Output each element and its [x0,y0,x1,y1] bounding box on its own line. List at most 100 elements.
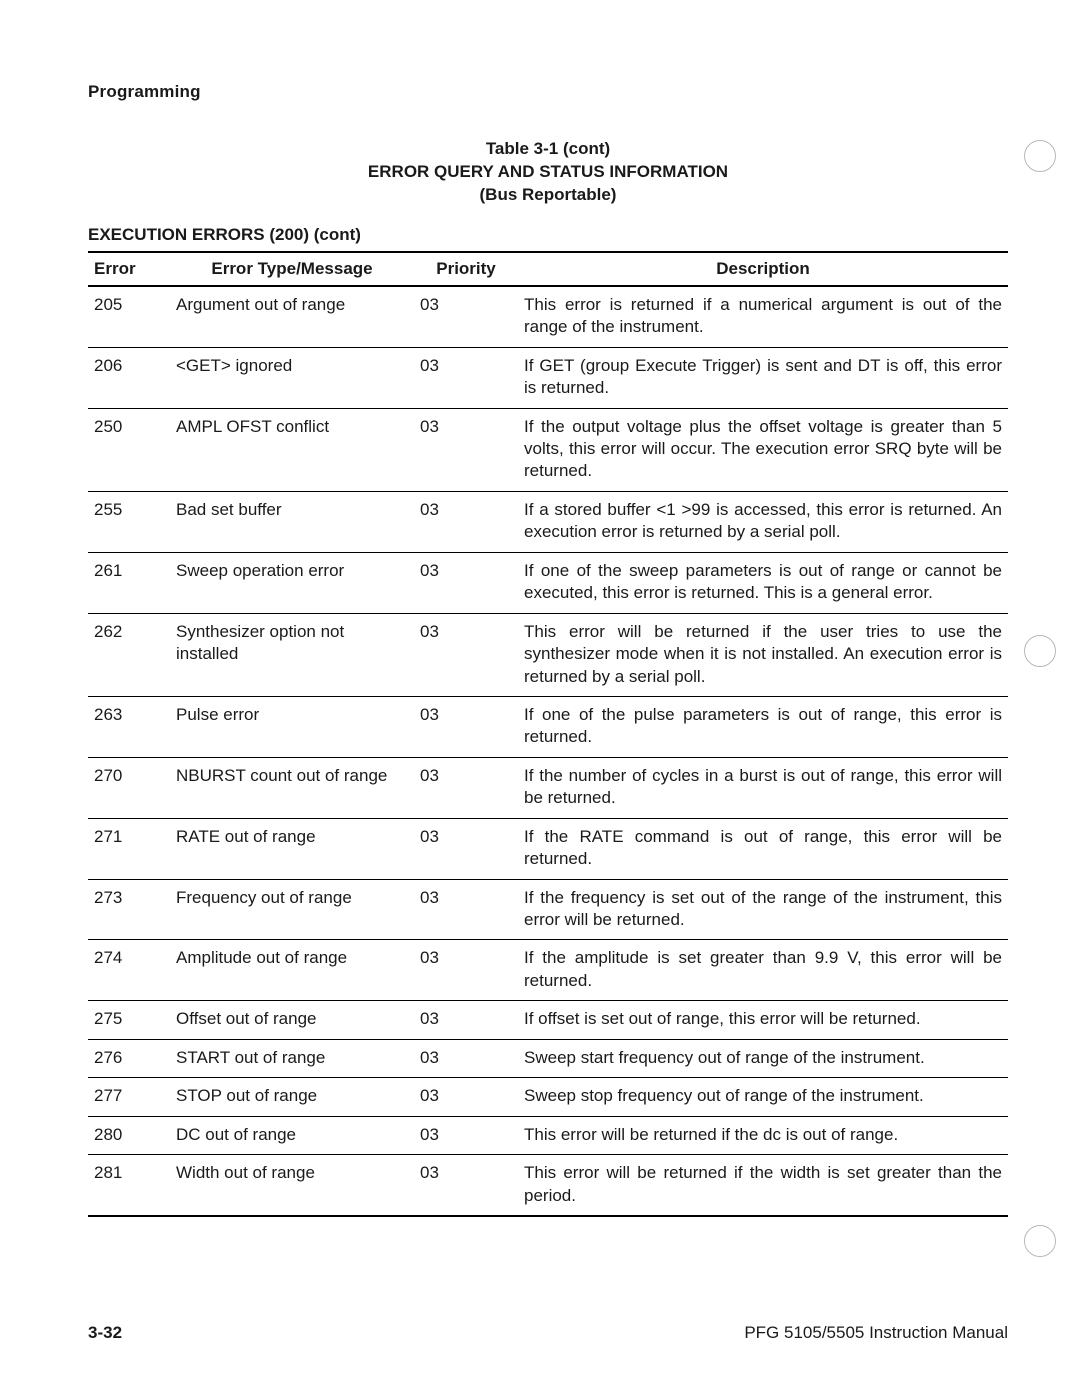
cell-priority: 03 [414,818,518,879]
table-row: 281Width out of range03This error will b… [88,1155,1008,1216]
table-row: 274Amplitude out of range03If the amplit… [88,940,1008,1001]
cell-error-code: 261 [88,552,170,613]
table-row: 205Argument out of range03This error is … [88,286,1008,347]
cell-error-type: STOP out of range [170,1078,414,1116]
cell-priority: 03 [414,1001,518,1039]
cell-description: If the amplitude is set greater than 9.9… [518,940,1008,1001]
cell-error-type: AMPL OFST conflict [170,408,414,491]
cell-priority: 03 [414,1078,518,1116]
table-row: 277STOP out of range03Sweep stop frequen… [88,1078,1008,1116]
cell-priority: 03 [414,347,518,408]
cell-error-type: Sweep operation error [170,552,414,613]
binder-hole-mid [1024,635,1056,667]
table-row: 280DC out of range03This error will be r… [88,1116,1008,1154]
cell-error-code: 281 [88,1155,170,1216]
footer-page-number: 3-32 [88,1323,122,1343]
cell-error-code: 262 [88,613,170,696]
cell-description: If offset is set out of range, this erro… [518,1001,1008,1039]
cell-error-code: 205 [88,286,170,347]
table-body: 205Argument out of range03This error is … [88,286,1008,1216]
cell-error-type: Bad set buffer [170,491,414,552]
cell-description: If one of the pulse parameters is out of… [518,696,1008,757]
table-row: 261Sweep operation error03If one of the … [88,552,1008,613]
table-row: 275Offset out of range03If offset is set… [88,1001,1008,1039]
cell-priority: 03 [414,491,518,552]
cell-error-code: 277 [88,1078,170,1116]
binder-hole-bottom [1024,1225,1056,1257]
cell-description: If the number of cycles in a burst is ou… [518,757,1008,818]
cell-priority: 03 [414,1039,518,1077]
caption-line-1: Table 3-1 (cont) [486,139,610,158]
binder-hole-top [1024,140,1056,172]
cell-description: If the frequency is set out of the range… [518,879,1008,940]
cell-error-type: DC out of range [170,1116,414,1154]
cell-error-type: Width out of range [170,1155,414,1216]
table-row: 270NBURST count out of range03If the num… [88,757,1008,818]
cell-error-code: 273 [88,879,170,940]
table-row: 271RATE out of range03If the RATE comman… [88,818,1008,879]
cell-priority: 03 [414,1116,518,1154]
caption-line-2: ERROR QUERY AND STATUS INFORMATION [368,162,728,181]
table-row: 276START out of range03Sweep start frequ… [88,1039,1008,1077]
table-row: 273Frequency out of range03If the freque… [88,879,1008,940]
cell-description: If the RATE command is out of range, thi… [518,818,1008,879]
cell-priority: 03 [414,757,518,818]
cell-error-code: 271 [88,818,170,879]
cell-description: This error is returned if a numerical ar… [518,286,1008,347]
cell-error-type: Amplitude out of range [170,940,414,1001]
section-header: Programming [88,82,1008,102]
cell-error-type: NBURST count out of range [170,757,414,818]
cell-error-type: Synthesizer option not installed [170,613,414,696]
subsection-header: EXECUTION ERRORS (200) (cont) [88,225,1008,245]
cell-priority: 03 [414,552,518,613]
cell-description: If the output voltage plus the offset vo… [518,408,1008,491]
cell-description: This error will be returned if the user … [518,613,1008,696]
cell-description: Sweep stop frequency out of range of the… [518,1078,1008,1116]
table-row: 206<GET> ignored03If GET (group Execute … [88,347,1008,408]
cell-error-type: Argument out of range [170,286,414,347]
cell-priority: 03 [414,879,518,940]
cell-description: This error will be returned if the dc is… [518,1116,1008,1154]
cell-description: If one of the sweep parameters is out of… [518,552,1008,613]
cell-error-code: 255 [88,491,170,552]
cell-description: If GET (group Execute Trigger) is sent a… [518,347,1008,408]
cell-error-type: Frequency out of range [170,879,414,940]
cell-description: If a stored buffer <1 >99 is accessed, t… [518,491,1008,552]
cell-error-type: RATE out of range [170,818,414,879]
cell-priority: 03 [414,696,518,757]
cell-error-code: 250 [88,408,170,491]
footer-manual-title: PFG 5105/5505 Instruction Manual [744,1323,1008,1343]
table-row: 262Synthesizer option not installed03Thi… [88,613,1008,696]
cell-priority: 03 [414,940,518,1001]
cell-priority: 03 [414,613,518,696]
page-footer: 3-32 PFG 5105/5505 Instruction Manual [88,1323,1008,1343]
cell-error-code: 206 [88,347,170,408]
caption-line-3: (Bus Reportable) [480,185,617,204]
col-header-type: Error Type/Message [170,252,414,286]
cell-priority: 03 [414,1155,518,1216]
cell-error-code: 275 [88,1001,170,1039]
error-table: Error Error Type/Message Priority Descri… [88,251,1008,1217]
cell-error-code: 270 [88,757,170,818]
cell-error-code: 280 [88,1116,170,1154]
document-page: Programming Table 3-1 (cont) ERROR QUERY… [0,0,1080,1397]
cell-error-code: 263 [88,696,170,757]
cell-description: This error will be returned if the width… [518,1155,1008,1216]
table-caption: Table 3-1 (cont) ERROR QUERY AND STATUS … [88,138,1008,207]
cell-error-code: 274 [88,940,170,1001]
cell-error-type: START out of range [170,1039,414,1077]
table-row: 250AMPL OFST conflict03If the output vol… [88,408,1008,491]
col-header-error: Error [88,252,170,286]
table-row: 263Pulse error03If one of the pulse para… [88,696,1008,757]
cell-error-type: Offset out of range [170,1001,414,1039]
table-row: 255Bad set buffer03If a stored buffer <1… [88,491,1008,552]
col-header-description: Description [518,252,1008,286]
cell-error-type: <GET> ignored [170,347,414,408]
cell-priority: 03 [414,408,518,491]
cell-error-type: Pulse error [170,696,414,757]
col-header-priority: Priority [414,252,518,286]
table-header-row: Error Error Type/Message Priority Descri… [88,252,1008,286]
cell-description: Sweep start frequency out of range of th… [518,1039,1008,1077]
cell-error-code: 276 [88,1039,170,1077]
cell-priority: 03 [414,286,518,347]
